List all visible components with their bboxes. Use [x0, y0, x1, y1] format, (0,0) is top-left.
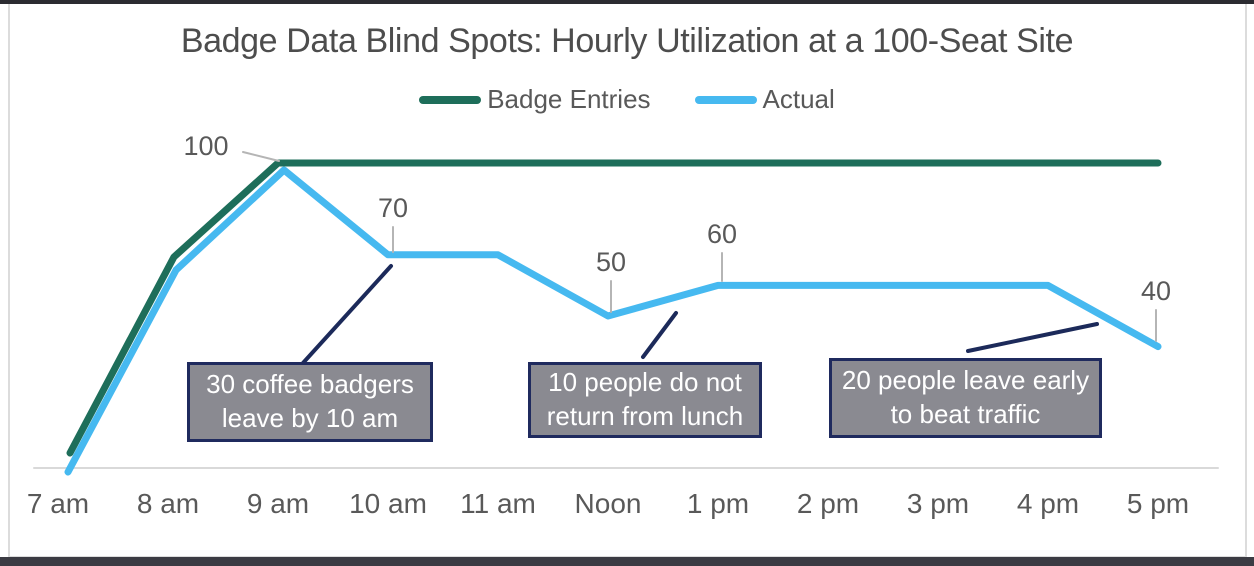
- annotation-coffee-badgers: 30 coffee badgers leave by 10 am: [187, 362, 433, 442]
- annotation-lunch-no-return: 10 people do not return from lunch: [528, 362, 762, 438]
- x-axis-label-4pm: 4 pm: [1016, 488, 1080, 519]
- annotation-leader-line: [641, 311, 678, 359]
- legend-item-actual: Actual: [694, 84, 835, 115]
- annotation-leader-line: [301, 264, 393, 365]
- x-axis-label-2pm: 2 pm: [796, 488, 860, 519]
- x-axis-label-Noon: Noon: [574, 488, 642, 519]
- data-label-leader-line: [242, 151, 280, 162]
- data-label-9am: 100: [183, 131, 229, 161]
- data-label-1pm: 60: [706, 219, 738, 249]
- badge-entries-line: [66, 159, 1162, 457]
- top-letterbox-band: [0, 0, 1254, 4]
- x-axis-label-7am: 7 am: [26, 488, 90, 519]
- x-axis-label-3pm: 3 pm: [906, 488, 970, 519]
- data-label-5pm: 40: [1140, 276, 1172, 306]
- data-label-Noon: 50: [595, 247, 627, 277]
- legend-label-badge-entries: Badge Entries: [487, 84, 651, 114]
- legend: Badge Entries Actual: [0, 84, 1254, 115]
- badge-entries-line-swatch-icon: [419, 95, 482, 104]
- x-axis-label-10am: 10 am: [349, 488, 427, 519]
- x-axis-label-11am: 11 am: [460, 488, 536, 519]
- x-axis-label-1pm: 1 pm: [686, 488, 750, 519]
- annotation-leave-early-traffic: 20 people leave early to beat traffic: [829, 358, 1102, 438]
- legend-item-badge-entries: Badge Entries: [419, 84, 651, 115]
- annotation-leader-line: [966, 322, 1099, 353]
- x-axis-label-9am: 9 am: [246, 488, 310, 519]
- actual-line: [64, 166, 1162, 476]
- x-axis-label-8am: 8 am: [136, 488, 200, 519]
- chart-title: Badge Data Blind Spots: Hourly Utilizati…: [180, 22, 1074, 60]
- bottom-letterbox-band: [0, 557, 1254, 566]
- x-axis-label-5pm: 5 pm: [1126, 488, 1190, 519]
- actual-line-swatch-icon: [694, 95, 757, 104]
- legend-label-actual: Actual: [762, 84, 835, 114]
- data-label-10am: 70: [377, 193, 409, 223]
